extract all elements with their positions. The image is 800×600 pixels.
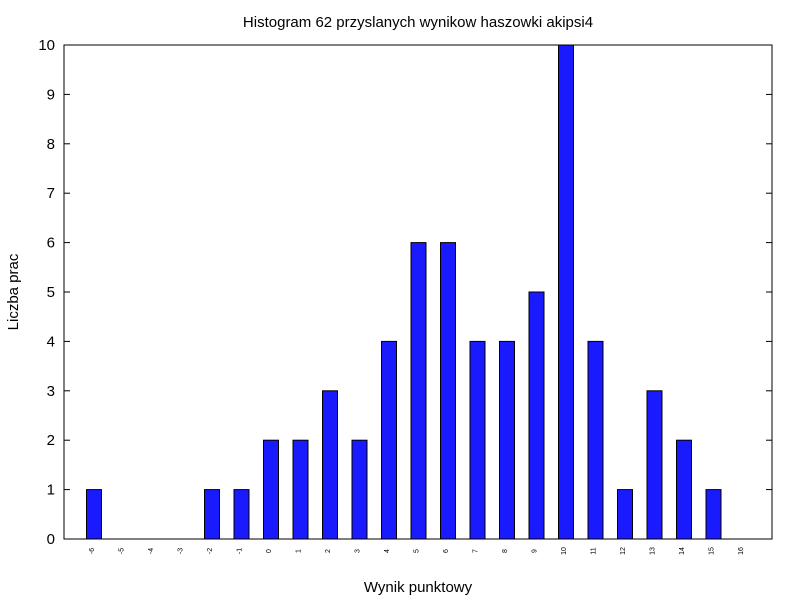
x-tick-label: 7 (473, 549, 480, 553)
bar-3 (351, 439, 368, 540)
y-tick-label: 0 (47, 531, 55, 548)
bar-4 (381, 340, 397, 540)
x-tick-label: -2 (207, 548, 214, 554)
bar-9 (528, 291, 545, 540)
x-tick-label: 1 (296, 549, 303, 553)
y-tick-label: 9 (47, 86, 55, 103)
x-tick-label: 2 (325, 549, 332, 553)
y-tick-label: 5 (47, 284, 55, 301)
x-tick-label: -4 (148, 548, 155, 554)
bar-11 (587, 340, 604, 540)
x-tick-label: 9 (532, 549, 539, 553)
bar-6 (440, 242, 456, 540)
bar--1 (233, 489, 250, 540)
x-tick-label: 15 (709, 547, 716, 555)
bar-7 (469, 340, 486, 540)
bar-1 (292, 439, 309, 540)
y-tick-label: 2 (47, 432, 55, 449)
y-tick-label: 10 (38, 37, 55, 54)
x-tick-label: 13 (650, 547, 657, 555)
y-tick-label: 4 (47, 333, 55, 350)
y-tick-label: 1 (47, 482, 55, 499)
bar-15 (705, 489, 722, 540)
x-tick-label: 0 (266, 549, 273, 553)
x-axis-label: Wynik punktowy (364, 579, 473, 596)
bar-13 (646, 390, 663, 540)
y-axis-label: Liczba prac (5, 253, 22, 330)
y-tick-label: 8 (47, 136, 55, 153)
y-tick-label: 7 (47, 185, 55, 202)
x-tick-label: -3 (178, 548, 185, 554)
x-axis-ticks: -6 -5 -4 -3 -2 -1 0 1 2 3 4 5 6 7 8 9 10 11 12 13 14 15 16 (89, 547, 745, 555)
x-tick-label: -1 (237, 548, 244, 554)
x-tick-label: -5 (119, 548, 126, 554)
bar-10 (558, 44, 574, 540)
x-tick-label: 10 (561, 547, 568, 555)
bar-14 (676, 439, 692, 540)
bars (86, 44, 722, 540)
x-tick-label: 16 (738, 547, 745, 555)
x-tick-label: 5 (414, 549, 421, 553)
y-tick-label: 3 (47, 383, 55, 400)
bar-8 (499, 340, 515, 540)
x-tick-label: 8 (502, 549, 509, 553)
bar-12 (617, 489, 633, 540)
bar--2 (204, 489, 220, 540)
y-axis-ticks: 0 1 2 3 4 5 6 7 8 9 10 (38, 37, 772, 548)
x-tick-label: 11 (591, 547, 598, 554)
x-tick-label: 4 (384, 549, 391, 553)
bar-0 (263, 439, 279, 540)
bar--6 (86, 489, 102, 540)
x-tick-label: 6 (443, 549, 450, 553)
bar-2 (322, 390, 338, 540)
y-tick-label: 6 (47, 235, 55, 252)
x-tick-label: 3 (355, 549, 362, 553)
x-tick-label: -6 (89, 548, 96, 554)
x-tick-label: 12 (620, 547, 627, 555)
x-tick-label: 14 (679, 547, 686, 555)
chart-title: Histogram 62 przyslanych wynikow haszowk… (243, 14, 593, 31)
bar-5 (410, 242, 427, 540)
